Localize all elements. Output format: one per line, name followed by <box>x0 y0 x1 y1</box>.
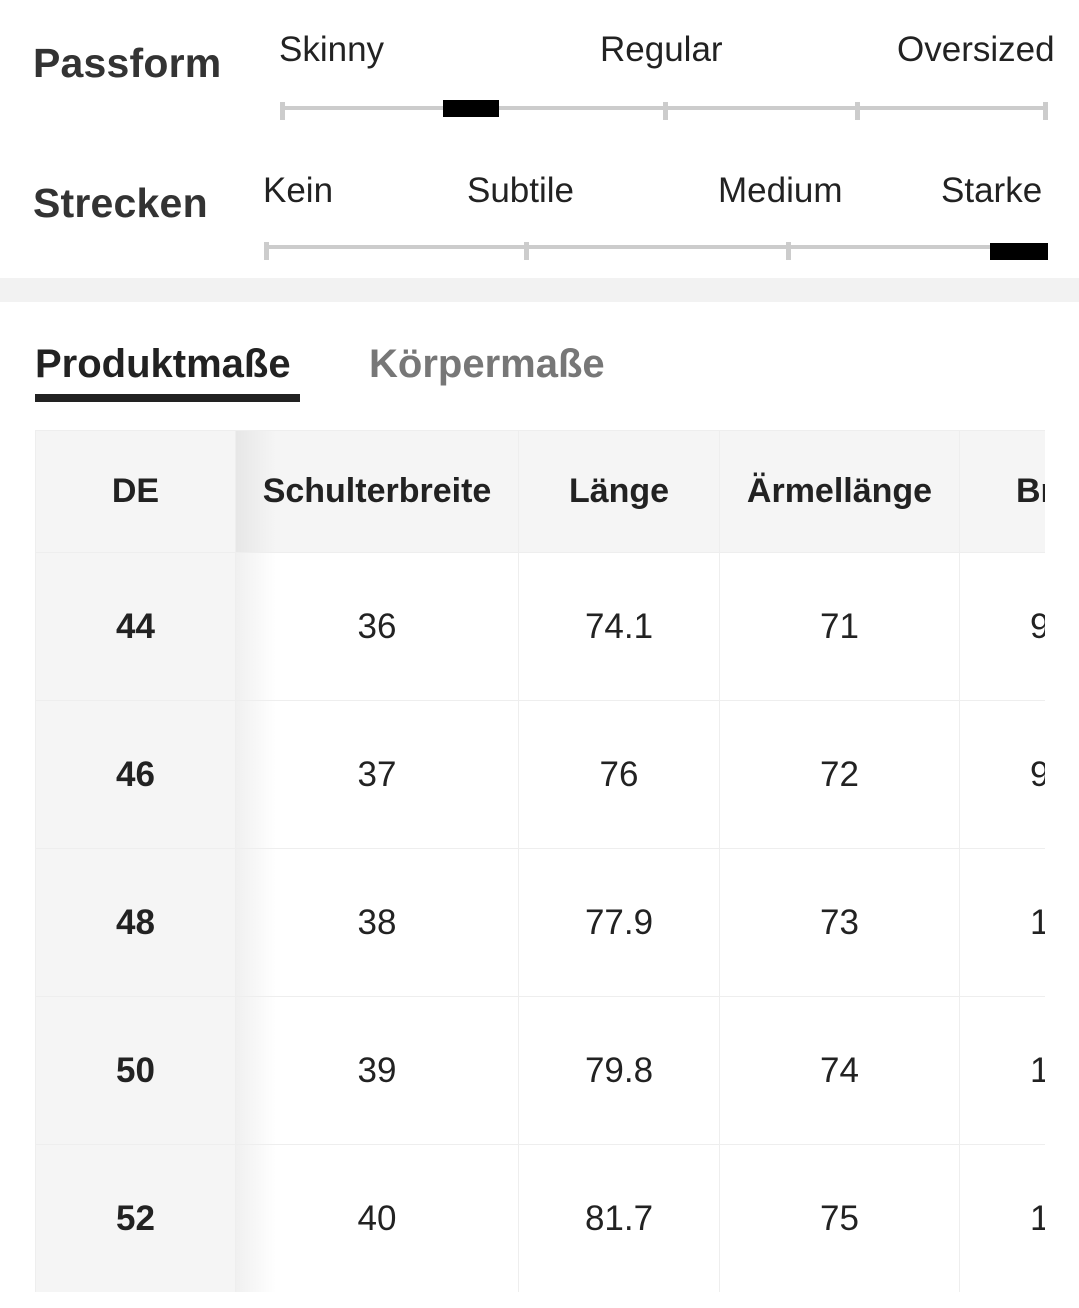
size-cell: 48 <box>35 848 236 997</box>
table-cell: 37 <box>235 700 519 849</box>
table-cell: 9 <box>959 700 1045 849</box>
table-cell: 38 <box>235 848 519 997</box>
stretch-option-medium: Medium <box>718 171 843 210</box>
active-tab-underline <box>35 394 300 402</box>
fit-scale-tick <box>1043 102 1048 120</box>
table-cell: 36 <box>235 552 519 701</box>
stretch-scale-tick <box>264 242 269 260</box>
stretch-option-kein: Kein <box>263 171 334 210</box>
size-cell: 44 <box>35 552 236 701</box>
table-cell: 75 <box>719 1144 960 1292</box>
fit-option-regular: Regular <box>600 30 723 69</box>
table-cell: 40 <box>235 1144 519 1292</box>
table-cell: 81.7 <box>518 1144 720 1292</box>
column-header-shoulder-width: Schulterbreite <box>235 430 519 553</box>
fit-scale-label: Passform <box>33 40 222 86</box>
table-cell: 79.8 <box>518 996 720 1145</box>
column-header-size: DE <box>35 430 236 553</box>
table-row: 48 38 77.9 73 1 <box>35 848 1045 997</box>
table-cell: 1 <box>959 1144 1045 1292</box>
table-cell: 77.9 <box>518 848 720 997</box>
column-header-length: Länge <box>518 430 720 553</box>
fit-option-oversized: Oversized <box>897 30 1055 69</box>
size-table-container[interactable]: DE Schulterbreite Länge Ärmellänge Br 44… <box>35 430 1045 1292</box>
table-cell: 1 <box>959 996 1045 1145</box>
section-divider <box>0 278 1079 302</box>
table-cell: 76 <box>518 700 720 849</box>
stretch-scale-label: Strecken <box>33 180 208 226</box>
table-cell: 72 <box>719 700 960 849</box>
table-cell: 73 <box>719 848 960 997</box>
table-row: 46 37 76 72 9 <box>35 700 1045 849</box>
stretch-scale-track <box>264 245 1048 249</box>
stretch-scale-tick <box>786 242 791 260</box>
size-table: DE Schulterbreite Länge Ärmellänge Br 44… <box>35 430 1045 1292</box>
stretch-option-starke: Starke <box>941 171 1043 210</box>
table-cell: 39 <box>235 996 519 1145</box>
table-cell: 71 <box>719 552 960 701</box>
table-cell: 74.1 <box>518 552 720 701</box>
table-header-row: DE Schulterbreite Länge Ärmellänge Br <box>35 430 1045 553</box>
tab-body-measurements[interactable]: Körpermaße <box>369 342 605 386</box>
fit-scale-marker <box>443 100 499 117</box>
table-row: 44 36 74.1 71 9 <box>35 552 1045 701</box>
fit-option-skinny: Skinny <box>279 30 385 69</box>
column-header-sleeve-length: Ärmellänge <box>719 430 960 553</box>
fit-scale-tick <box>855 102 860 120</box>
column-header-bust: Br <box>959 430 1045 553</box>
table-row: 50 39 79.8 74 1 <box>35 996 1045 1145</box>
fit-scale-tick <box>280 102 285 120</box>
tab-product-measurements[interactable]: Produktmaße <box>35 342 291 386</box>
table-cell: 1 <box>959 848 1045 997</box>
table-row: 52 40 81.7 75 1 <box>35 1144 1045 1292</box>
table-cell: 9 <box>959 552 1045 701</box>
size-cell: 46 <box>35 700 236 849</box>
stretch-scale-tick <box>524 242 529 260</box>
fit-scale-tick <box>663 102 668 120</box>
table-cell: 74 <box>719 996 960 1145</box>
stretch-scale-marker <box>990 243 1048 260</box>
stretch-option-subtile: Subtile <box>467 171 575 210</box>
size-cell: 52 <box>35 1144 236 1292</box>
size-cell: 50 <box>35 996 236 1145</box>
